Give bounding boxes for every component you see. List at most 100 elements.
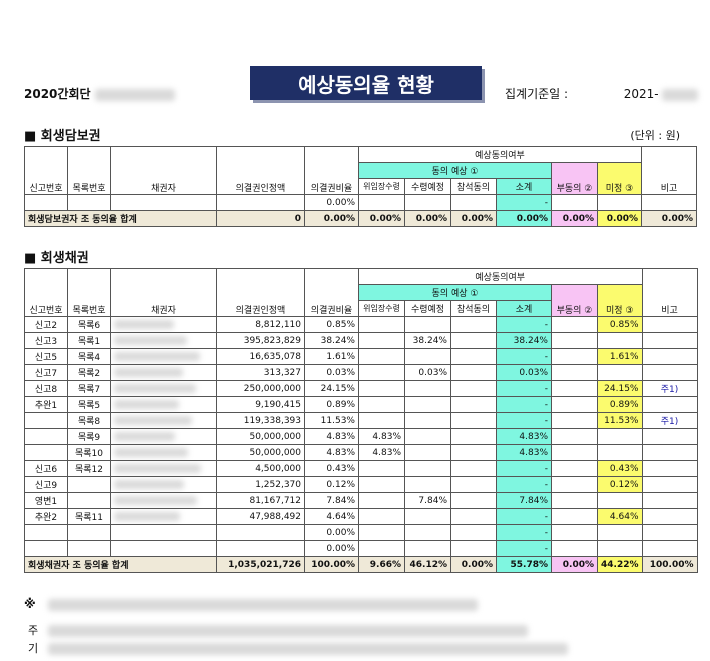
footnote-symbol: ※ — [24, 597, 36, 611]
header-remark: 비고 — [641, 268, 698, 317]
ratio-cell: 0.03% — [304, 364, 359, 381]
redacted-creditor-name — [114, 319, 174, 329]
undecided-cell: 0.12% — [597, 476, 643, 493]
disagree-cell — [551, 396, 598, 413]
list-no-cell: 목록12 — [67, 460, 111, 477]
footnote-prefix-2: 기 — [28, 642, 39, 655]
ratio-cell: 0.00% — [304, 194, 359, 211]
subtotal-cell: - — [496, 412, 552, 429]
creditor-cell — [110, 364, 217, 381]
disagree-cell — [551, 380, 598, 397]
attend-cell — [450, 508, 497, 525]
table-row: 영변1 81,167,712 7.84% 7.84% 7.84% — [24, 492, 698, 509]
undecided-cell — [597, 524, 643, 541]
delegate-cell — [358, 316, 405, 333]
creditor-cell — [110, 524, 217, 541]
page-title: 예상동의율 현황 — [250, 66, 482, 100]
attend-cell — [450, 460, 497, 477]
amount-cell — [216, 524, 305, 541]
amount-cell: 16,635,078 — [216, 348, 305, 365]
plan-receive-cell — [404, 476, 451, 493]
ratio-cell: 1.61% — [304, 348, 359, 365]
unsecured-claims-table: 신고번호 목록번호 채권자 의결권인정액 의결권비율 예상동의여부 비고 동의 … — [24, 268, 698, 573]
delegate-cell — [358, 396, 405, 413]
disagree-cell — [551, 316, 598, 333]
delegate-cell — [358, 508, 405, 525]
table-row: 0.00% - — [24, 524, 698, 541]
amount-cell — [216, 540, 305, 557]
redacted-creditor-name — [114, 495, 197, 505]
header-disagree: 부동의 ② — [551, 162, 598, 195]
remark-cell — [641, 508, 698, 525]
subtotal-cell: - — [496, 380, 552, 397]
plan-receive-cell — [404, 396, 451, 413]
header-amount: 의결권인정액 — [216, 268, 305, 317]
remark-cell — [641, 396, 698, 413]
sum-label: 회생채권자 조 동의율 합계 — [24, 556, 217, 573]
plan-receive-cell — [404, 380, 451, 397]
sum-attend: 0.00% — [450, 556, 497, 573]
header-delegate: 위임장수령 — [358, 178, 405, 195]
sum-ratio: 0.00% — [304, 210, 359, 227]
header-subtotal: 소계 — [496, 178, 552, 195]
list-no-cell: 목록7 — [67, 380, 111, 397]
section-unsecured-title: ■ 회생채권 — [24, 251, 89, 266]
disagree-cell — [551, 492, 598, 509]
sum-remark: 100.00% — [641, 556, 698, 573]
sum-amount: 1,035,021,726 — [216, 556, 305, 573]
amount-cell: 47,988,492 — [216, 508, 305, 525]
undecided-cell: 1.61% — [597, 348, 643, 365]
disagree-cell — [551, 460, 598, 477]
unsecured-sum-row: 회생채권자 조 동의율 합계 1,035,021,726 100.00% 9.6… — [24, 556, 698, 573]
list-no-cell — [67, 492, 111, 509]
header-ratio: 의결권비율 — [304, 268, 359, 317]
sum-disagree: 0.00% — [551, 210, 598, 227]
subtotal-cell: - — [496, 460, 552, 477]
redacted-footnote-1 — [47, 625, 528, 637]
footnote-line-1: 주 — [28, 622, 528, 638]
subtotal-cell: - — [496, 348, 552, 365]
undecided-cell — [597, 364, 643, 381]
sum-delegate: 0.00% — [358, 210, 405, 227]
remark-cell — [641, 476, 698, 493]
attend-cell — [450, 380, 497, 397]
header-attend: 참석동의 — [450, 178, 497, 195]
creditor-cell — [110, 380, 217, 397]
amount-cell: 8,812,110 — [216, 316, 305, 333]
subtotal-cell: 4.83% — [496, 428, 552, 445]
remark-cell — [641, 428, 698, 445]
unit-label: (단위 : 원) — [630, 129, 680, 142]
disagree-cell — [551, 476, 598, 493]
subtotal-cell: - — [496, 316, 552, 333]
header-subtotal: 소계 — [496, 300, 552, 317]
header-ratio: 의결권비율 — [304, 146, 359, 195]
delegate-cell: 4.83% — [358, 428, 405, 445]
header-agree-group: 동의 예상 ① — [358, 162, 552, 179]
list-no-cell: 목록5 — [67, 396, 111, 413]
undecided-cell — [597, 332, 643, 349]
sum-subtotal: 0.00% — [496, 210, 552, 227]
ratio-cell: 0.43% — [304, 460, 359, 477]
table-row: 0.00% - — [24, 540, 698, 557]
plan-receive-cell — [404, 540, 451, 557]
redacted-creditor-name — [114, 447, 188, 457]
redacted-creditor-name — [114, 431, 175, 441]
report-no-cell: 신고6 — [24, 460, 68, 477]
ratio-cell: 4.64% — [304, 508, 359, 525]
creditor-cell — [110, 492, 217, 509]
secured-claims-table: 신고번호 목록번호 채권자 의결권인정액 의결권비율 예상동의여부 비고 동의 … — [24, 146, 697, 227]
amount-cell: 50,000,000 — [216, 444, 305, 461]
remark-cell — [641, 332, 698, 349]
report-no-cell — [24, 524, 68, 541]
delegate-cell — [358, 412, 405, 429]
header-forecast-group: 예상동의여부 — [358, 146, 642, 163]
undecided-cell: 0.89% — [597, 396, 643, 413]
ratio-cell: 7.84% — [304, 492, 359, 509]
sum-plan-receive: 46.12% — [404, 556, 451, 573]
disagree-cell — [551, 444, 598, 461]
remark-cell — [641, 364, 698, 381]
subtotal-cell: - — [496, 396, 552, 413]
plan-receive-cell: 0.03% — [404, 364, 451, 381]
redacted-creditor-name — [114, 383, 196, 393]
header-forecast-group: 예상동의여부 — [358, 268, 643, 285]
